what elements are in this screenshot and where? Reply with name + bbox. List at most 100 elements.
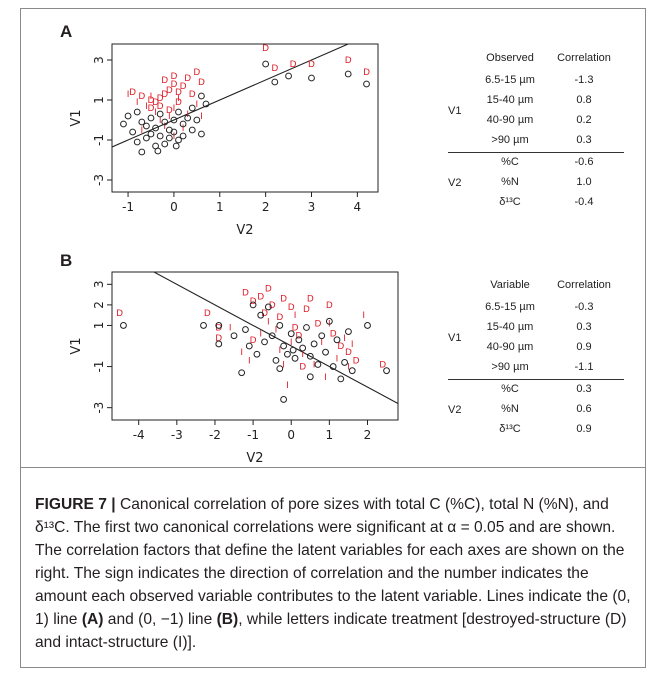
x-tick-label: 2 — [364, 428, 372, 442]
destroyed-point: D — [116, 309, 123, 319]
caption-ref-a: (A) — [81, 611, 104, 628]
destroyed-point: D — [242, 289, 249, 299]
x-tick-label: 4 — [354, 200, 362, 214]
intact-point: I — [286, 381, 289, 391]
circle-point — [329, 363, 337, 370]
table-header-variable: Observed — [486, 52, 534, 64]
intact-point: I — [177, 94, 180, 104]
circle-point — [262, 60, 270, 68]
intact-point: I — [278, 346, 281, 356]
circle-point — [364, 322, 371, 329]
destroyed-point: D — [250, 336, 257, 346]
table-variable-cell: δ¹³C — [499, 196, 521, 208]
circle-point — [280, 342, 288, 350]
table-correlation-cell: 0.2 — [576, 114, 592, 126]
circle-point — [193, 116, 201, 124]
circle-point — [308, 74, 315, 82]
reference-line — [152, 272, 398, 405]
intact-point: I — [259, 330, 262, 340]
destroyed-point: D — [175, 98, 182, 108]
table-header-correlation: Correlation — [557, 52, 611, 64]
intact-point: I — [168, 112, 171, 122]
plot-frame — [111, 43, 379, 193]
table-variable-cell: %N — [501, 176, 519, 188]
intact-point: I — [320, 338, 323, 348]
table-correlation-cell: 0.3 — [576, 321, 592, 333]
table-variable-cell: %C — [501, 383, 519, 395]
table-header-variable: Variable — [490, 279, 530, 291]
intact-point: I — [150, 92, 153, 102]
destroyed-point: D — [180, 82, 187, 92]
x-tick-label: 3 — [308, 200, 316, 214]
circle-point — [276, 322, 284, 329]
intact-point: I — [267, 317, 270, 327]
circle-point — [161, 140, 169, 148]
table-variable-cell: 40-90 µm — [486, 114, 534, 126]
destroyed-point: D — [193, 68, 200, 78]
table-correlation-cell: 0.6 — [576, 403, 592, 415]
circle-point — [295, 336, 303, 344]
destroyed-point: D — [303, 305, 310, 315]
circle-point — [133, 138, 141, 146]
table-correlation-cell: 1.0 — [576, 176, 592, 188]
table-variable-cell: %N — [501, 403, 519, 415]
table-correlation-cell: 0.3 — [576, 383, 592, 395]
table-variable-cell: 6.5-15 µm — [485, 74, 535, 86]
figure-caption: FIGURE 7 | Canonical correlation of pore… — [35, 493, 635, 654]
destroyed-point: D — [157, 102, 164, 112]
y-tick-label: 3 — [92, 281, 106, 289]
destroyed-point: D — [271, 64, 278, 74]
intact-point: I — [127, 90, 130, 100]
x-tick-label: 0 — [170, 200, 178, 214]
destroyed-point: D — [161, 90, 168, 100]
intact-point: I — [140, 126, 143, 136]
intact-point: I — [362, 311, 365, 321]
circle-point — [314, 361, 322, 368]
destroyed-point: D — [198, 78, 205, 88]
caption-text-1: Canonical correlation of pore sizes with… — [35, 496, 631, 628]
circle-point — [318, 332, 326, 340]
intact-point: I — [136, 98, 139, 108]
destroyed-point: D — [261, 309, 268, 319]
y-tick-label: 2 — [92, 301, 106, 309]
destroyed-point: D — [170, 72, 177, 82]
circle-point — [285, 72, 292, 80]
x-tick-label: -1 — [247, 428, 259, 442]
x-tick-label: -3 — [171, 428, 183, 442]
circle-point — [165, 134, 173, 142]
destroyed-point: D — [353, 356, 360, 366]
circle-point — [147, 114, 155, 122]
intact-point: I — [248, 356, 251, 366]
circle-point — [245, 342, 253, 350]
circle-point — [198, 92, 205, 100]
caption-frame — [20, 8, 646, 668]
destroyed-point: D — [337, 342, 344, 352]
circle-point — [124, 112, 132, 120]
intact-point: I — [282, 361, 285, 371]
circle-point — [306, 373, 314, 381]
circle-point — [271, 78, 279, 86]
intact-point: I — [343, 334, 346, 344]
circle-point — [322, 348, 329, 356]
circle-point — [152, 124, 159, 132]
caption-ref-b: (B) — [216, 611, 239, 628]
circle-point — [253, 350, 261, 358]
circle-point — [287, 330, 295, 338]
table-variable-cell: 6.5-15 µm — [485, 301, 535, 313]
destroyed-point: D — [326, 301, 333, 311]
panel-label-b: B — [60, 251, 73, 270]
destroyed-point: D — [166, 86, 173, 96]
caption-text-2: and (0, −1) line — [103, 611, 217, 628]
table-group-label: V1 — [448, 332, 462, 344]
circle-point — [175, 136, 182, 144]
destroyed-point: D — [308, 60, 315, 70]
circle-point — [142, 122, 150, 130]
table-variable-cell: 15-40 µm — [486, 321, 534, 333]
circle-point — [257, 311, 265, 319]
x-tick-label: 1 — [216, 200, 224, 214]
destroyed-point: D — [345, 56, 352, 66]
y-tick-label: 1 — [92, 96, 106, 104]
intact-point: I — [324, 373, 327, 383]
table-divider — [448, 379, 624, 380]
destroyed-point: D — [161, 76, 168, 86]
